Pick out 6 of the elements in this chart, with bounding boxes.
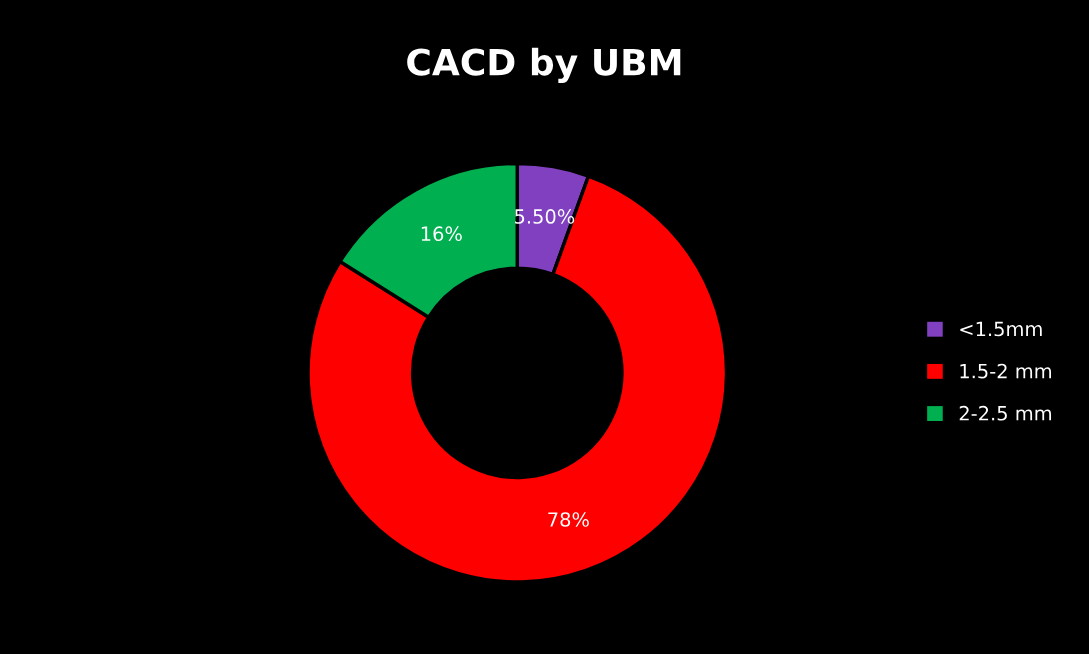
legend-label: 2-2.5 mm bbox=[959, 405, 1052, 421]
data-label: 16% bbox=[421, 226, 462, 242]
chart-title: CACD by UBM bbox=[407, 47, 681, 84]
data-label: 78% bbox=[548, 512, 589, 527]
legend-label: 1.5-2 mm bbox=[960, 363, 1052, 379]
legend-label: <1.5mm bbox=[960, 321, 1042, 337]
